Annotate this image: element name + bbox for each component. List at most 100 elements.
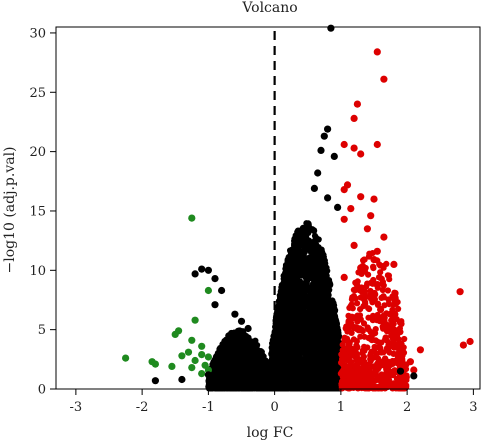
data-point xyxy=(296,327,303,334)
data-point xyxy=(254,342,261,349)
data-point xyxy=(304,284,312,291)
data-point xyxy=(265,373,272,380)
data-point xyxy=(265,367,273,374)
data-point xyxy=(242,382,249,390)
data-point xyxy=(263,382,270,389)
data-point xyxy=(224,341,231,348)
data-point xyxy=(289,355,296,362)
data-point xyxy=(211,367,218,374)
data-point xyxy=(256,368,263,375)
data-point xyxy=(283,379,290,387)
data-point xyxy=(354,300,361,307)
data-point xyxy=(311,227,318,235)
data-point xyxy=(334,332,341,339)
data-point xyxy=(358,288,365,295)
data-point xyxy=(277,325,284,332)
data-point xyxy=(389,384,396,392)
data-point xyxy=(360,353,367,360)
data-point xyxy=(348,329,355,336)
data-point xyxy=(383,260,390,267)
data-point xyxy=(341,334,348,341)
data-point xyxy=(279,310,286,317)
data-point xyxy=(294,312,301,319)
data-point xyxy=(323,323,330,330)
data-point xyxy=(305,367,312,374)
data-point xyxy=(283,314,290,321)
data-point xyxy=(384,346,392,353)
data-point xyxy=(257,350,264,357)
data-point xyxy=(382,379,389,386)
data-point xyxy=(311,268,319,276)
data-point xyxy=(316,294,323,301)
data-point xyxy=(319,314,326,321)
data-point xyxy=(282,269,289,277)
data-point xyxy=(234,378,241,385)
data-point xyxy=(357,306,364,313)
data-point xyxy=(331,302,338,309)
data-point xyxy=(326,340,333,347)
data-point xyxy=(302,233,309,240)
data-point xyxy=(226,348,233,355)
data-point xyxy=(215,378,222,385)
data-point xyxy=(222,361,229,368)
data-points xyxy=(122,24,474,392)
data-point xyxy=(300,255,308,262)
data-point xyxy=(365,271,372,278)
data-point xyxy=(290,374,297,381)
data-point xyxy=(289,360,297,367)
data-point xyxy=(278,284,285,291)
data-point xyxy=(401,335,408,343)
data-point xyxy=(230,360,237,367)
data-point xyxy=(317,358,325,365)
data-point xyxy=(207,377,214,384)
data-point xyxy=(392,295,399,302)
data-point xyxy=(295,368,302,375)
data-point xyxy=(300,364,308,371)
data-point xyxy=(273,369,280,376)
data-point xyxy=(329,363,336,370)
data-point xyxy=(323,369,330,376)
data-point xyxy=(261,373,268,381)
data-point xyxy=(305,261,312,268)
data-point xyxy=(208,384,215,391)
y-axis-label: −log10 (adj.p.val) xyxy=(2,146,18,273)
data-point xyxy=(312,249,319,256)
data-point xyxy=(304,293,311,300)
chart-title: Volcano xyxy=(241,0,297,16)
data-point xyxy=(328,314,335,321)
data-point xyxy=(329,371,336,378)
data-point xyxy=(229,384,236,392)
data-point xyxy=(284,341,291,348)
data-point xyxy=(302,322,309,329)
data-point xyxy=(370,265,377,272)
data-point xyxy=(295,382,303,389)
data-point xyxy=(343,345,350,352)
data-point xyxy=(324,352,331,359)
data-point xyxy=(307,274,315,282)
data-point xyxy=(321,307,328,314)
data-point xyxy=(279,296,287,303)
data-point xyxy=(373,317,380,324)
data-point xyxy=(298,356,305,363)
data-point xyxy=(320,343,328,351)
data-point xyxy=(360,257,367,264)
data-point xyxy=(300,341,307,348)
data-point xyxy=(288,270,295,277)
data-point xyxy=(365,326,372,333)
data-point xyxy=(311,339,318,346)
data-point xyxy=(382,334,389,341)
data-point xyxy=(298,263,305,270)
data-point xyxy=(282,289,289,296)
data-point xyxy=(301,373,308,380)
data-point xyxy=(323,293,330,300)
data-point xyxy=(235,329,242,337)
data-point xyxy=(284,350,291,357)
data-point xyxy=(210,360,217,367)
data-point xyxy=(307,350,314,357)
data-point xyxy=(284,358,291,365)
data-point xyxy=(306,372,313,379)
data-point xyxy=(235,337,242,344)
data-point xyxy=(310,280,317,287)
data-point xyxy=(299,349,306,356)
